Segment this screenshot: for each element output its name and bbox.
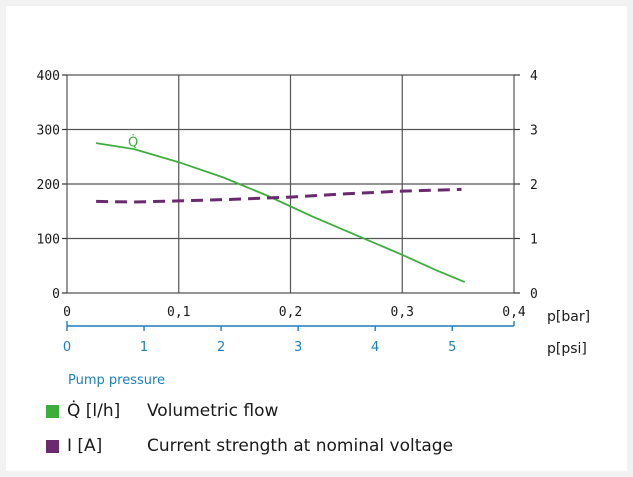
x-bar-tick-label-0: 0 bbox=[63, 305, 71, 320]
y-right-tick-label-1: 1 bbox=[530, 233, 538, 248]
pump-characteristic-chart: 0 100 200 300 400 0 1 2 3 4 0 0,1 0,2 0,3 0,4 p[bar] 0 1 2… bbox=[37, 69, 591, 357]
legend-text-flow: Volumetric flow bbox=[147, 401, 279, 421]
legend-swatch-current bbox=[46, 439, 59, 453]
legend-symbol-flow: Q̇ [l/h] bbox=[67, 401, 121, 421]
legend-swatch-flow bbox=[46, 404, 59, 418]
y-left-tick-label-1: 100 bbox=[37, 233, 60, 248]
psi-tick-label-1: 1 bbox=[140, 340, 148, 355]
x-psi-unit-label: p[psi] bbox=[547, 341, 587, 357]
flow-series-line bbox=[95, 142, 466, 283]
legend-item-flow: Q̇ [l/h] Volumetric flow bbox=[46, 400, 278, 422]
x-bar-unit-label: p[bar] bbox=[547, 309, 590, 325]
x-bar-tick-label-4: 0,4 bbox=[502, 305, 526, 320]
psi-tick-label-4: 4 bbox=[371, 340, 379, 355]
flow-curve-label: Q̇ bbox=[128, 135, 138, 150]
psi-tick-label-3: 3 bbox=[294, 340, 302, 355]
legend-text-current: Current strength at nominal voltage bbox=[147, 436, 454, 456]
x-bar-tick-label-1: 0,1 bbox=[167, 305, 190, 320]
psi-tick-label-2: 2 bbox=[217, 340, 225, 355]
legend-symbol-current: I [A] bbox=[67, 436, 103, 456]
y-left-tick-label-0: 0 bbox=[52, 287, 60, 302]
y-left-tick-label-3: 300 bbox=[37, 124, 60, 139]
legend-item-current: I [A] Current strength at nominal voltag… bbox=[46, 435, 453, 457]
x-bar-tick-label-2: 0,2 bbox=[279, 305, 302, 320]
y-right-tick-label-2: 2 bbox=[530, 178, 538, 193]
current-series-line bbox=[96, 187, 462, 204]
y-right-tick-label-4: 4 bbox=[530, 69, 538, 84]
pump-pressure-label: Pump pressure bbox=[68, 373, 166, 388]
psi-tick-label-5: 5 bbox=[448, 340, 456, 355]
x-bar-tick-label-3: 0,3 bbox=[391, 305, 414, 320]
psi-tick-label-0: 0 bbox=[63, 340, 71, 355]
y-left-tick-label-2: 200 bbox=[37, 178, 60, 193]
y-right-tick-label-3: 3 bbox=[530, 124, 538, 139]
chart-card: 0 100 200 300 400 0 1 2 3 4 0 0,1 0,2 0,3 0,4 p[bar] 0 1 2… bbox=[6, 6, 627, 471]
y-left-tick-label-4: 400 bbox=[37, 69, 60, 84]
y-right-tick-label-0: 0 bbox=[530, 287, 538, 302]
